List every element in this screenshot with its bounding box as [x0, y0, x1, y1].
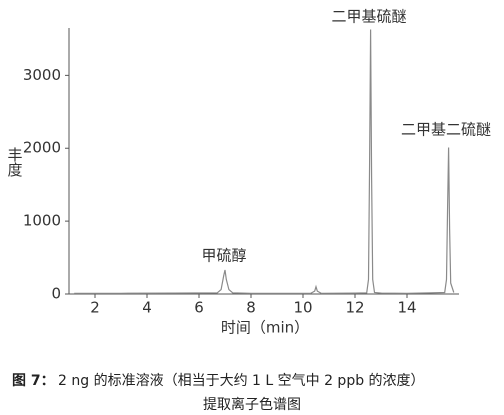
y-tick-label: 1000 [23, 212, 61, 230]
y-tick-label: 0 [51, 285, 61, 303]
y-axis-label: 丰度 [6, 147, 24, 177]
x-tick-label: 8 [246, 299, 256, 317]
caption: 2 ng 的标准溶液（相当于大约 1 L 空气中 2 ppb 的浓度） [58, 373, 425, 389]
peak-annotation: 二甲基二硫醚 [401, 121, 491, 139]
y-tick-label: 3000 [23, 66, 61, 84]
x-tick-label: 6 [194, 299, 204, 317]
x-tick-label: 4 [142, 299, 152, 317]
caption: 提取离子色谱图 [203, 396, 301, 413]
peak-annotation: 甲硫醇 [201, 247, 246, 265]
x-axis-label: 时间（min） [221, 319, 309, 337]
x-tick-label: 2 [90, 299, 100, 317]
peak-annotation: 二甲基硫醚 [331, 8, 406, 26]
y-tick-label: 2000 [23, 139, 61, 157]
x-tick-label: 12 [345, 299, 364, 317]
x-tick-label: 14 [397, 299, 416, 317]
caption-label: 图 7： [12, 373, 55, 389]
signal-line [74, 29, 455, 294]
x-tick-label: 10 [293, 299, 312, 317]
